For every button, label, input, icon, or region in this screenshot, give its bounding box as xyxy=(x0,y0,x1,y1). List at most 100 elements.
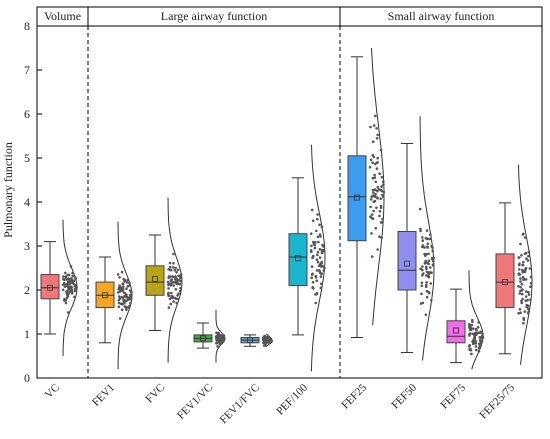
data-point xyxy=(371,188,375,192)
box-fvc xyxy=(145,197,183,363)
data-point xyxy=(121,282,125,286)
box-fev1-vc xyxy=(193,309,226,363)
data-point xyxy=(173,269,177,272)
data-point xyxy=(67,277,71,281)
data-point xyxy=(311,219,315,223)
data-point xyxy=(166,280,170,284)
data-point xyxy=(220,340,223,343)
data-point xyxy=(168,282,171,286)
data-point xyxy=(177,274,180,278)
data-point xyxy=(128,281,131,285)
data-point xyxy=(167,287,170,290)
data-point xyxy=(169,302,173,306)
data-point xyxy=(375,206,378,210)
data-point xyxy=(168,265,172,269)
data-point xyxy=(473,331,477,335)
data-point xyxy=(419,267,423,271)
data-point xyxy=(380,185,383,188)
data-point xyxy=(370,213,374,216)
data-point xyxy=(117,298,121,302)
data-point xyxy=(70,286,74,289)
mean-marker xyxy=(47,284,53,291)
data-point xyxy=(262,344,266,347)
data-point xyxy=(525,303,529,307)
data-point xyxy=(167,294,170,297)
data-point xyxy=(468,325,471,328)
data-point xyxy=(375,196,379,199)
data-point xyxy=(319,263,322,267)
data-point xyxy=(129,301,132,305)
data-point xyxy=(317,240,320,244)
iqr-box xyxy=(145,265,165,296)
data-point xyxy=(179,286,182,290)
data-point xyxy=(369,198,373,201)
data-point xyxy=(369,158,373,162)
data-point xyxy=(377,188,381,191)
x-tick-label: FEF25 xyxy=(339,381,369,411)
data-point xyxy=(381,220,384,224)
data-point xyxy=(171,295,174,298)
data-point xyxy=(471,332,475,336)
data-point xyxy=(70,288,74,292)
data-point xyxy=(376,133,380,137)
distribution-curve xyxy=(167,197,183,363)
data-point xyxy=(172,252,175,256)
data-point xyxy=(375,137,379,140)
x-tick-label: PEF/100 xyxy=(274,381,310,417)
data-point xyxy=(521,263,524,267)
x-tick-label: FEV1/FVC xyxy=(218,382,262,426)
data-point xyxy=(130,290,133,294)
data-point xyxy=(418,207,422,211)
data-point xyxy=(118,276,121,279)
data-point xyxy=(316,250,320,254)
data-point xyxy=(479,336,483,340)
data-point xyxy=(425,283,428,287)
y-tick-label: 0 xyxy=(24,371,30,385)
data-point xyxy=(174,287,178,291)
data-point xyxy=(470,352,473,356)
mean-marker xyxy=(247,337,253,344)
data-point xyxy=(378,214,381,218)
data-point xyxy=(426,245,429,249)
data-point xyxy=(525,257,528,261)
data-point xyxy=(311,281,315,284)
data-point xyxy=(310,276,314,280)
data-point xyxy=(372,191,375,194)
data-point xyxy=(523,236,527,239)
data-point xyxy=(382,180,385,183)
data-point xyxy=(70,278,74,282)
data-point xyxy=(314,301,318,305)
data-point xyxy=(481,332,484,336)
data-point xyxy=(122,291,126,295)
data-point xyxy=(426,237,429,241)
data-point xyxy=(316,253,319,257)
data-point xyxy=(122,277,125,281)
data-point xyxy=(61,275,65,278)
data-point xyxy=(64,301,68,305)
data-point xyxy=(524,295,528,298)
data-point xyxy=(318,270,322,273)
data-point xyxy=(167,306,171,309)
data-point xyxy=(477,349,481,353)
data-point xyxy=(523,252,527,256)
data-point xyxy=(518,292,522,295)
data-point xyxy=(63,285,67,288)
data-point xyxy=(125,293,128,296)
data-point xyxy=(369,215,372,218)
data-point xyxy=(169,275,172,278)
data-point xyxy=(474,327,478,331)
data-point xyxy=(72,282,75,286)
distribution-curve xyxy=(468,270,484,370)
data-point xyxy=(118,317,122,320)
data-point xyxy=(522,321,525,325)
data-point xyxy=(521,233,525,236)
data-point xyxy=(320,225,324,229)
data-point xyxy=(382,183,385,186)
data-point xyxy=(320,251,324,254)
data-point xyxy=(117,286,121,289)
data-point xyxy=(67,273,71,277)
y-tick-label: 1 xyxy=(24,327,30,341)
data-point xyxy=(471,342,475,346)
data-point xyxy=(369,125,372,129)
